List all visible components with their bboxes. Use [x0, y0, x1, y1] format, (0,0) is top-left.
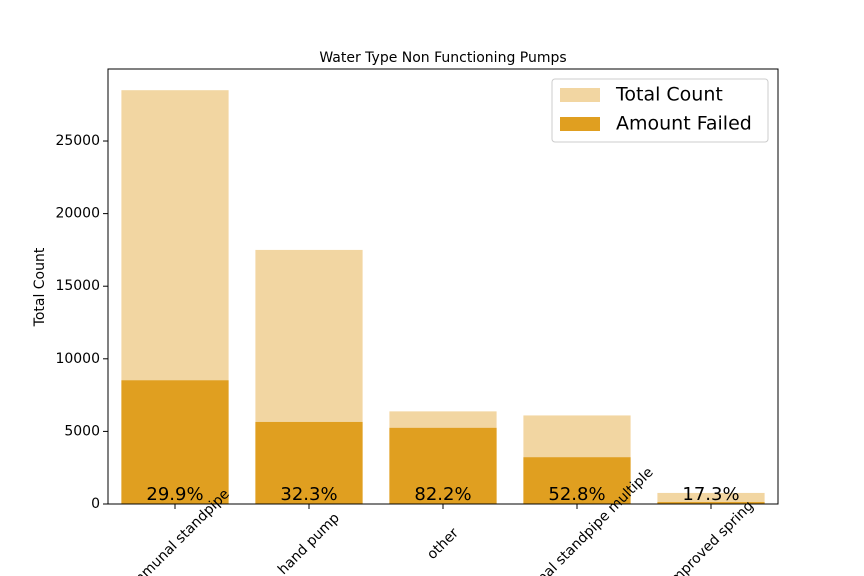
bar — [389, 427, 497, 504]
percent-label: 52.8% — [548, 484, 605, 505]
y-tick-label: 25000 — [55, 133, 100, 149]
x-tick-label: other — [424, 525, 462, 563]
legend-swatch — [560, 88, 600, 102]
legend-swatch — [560, 117, 600, 131]
y-tick-label: 5000 — [64, 423, 100, 439]
legend-label: Amount Failed — [616, 113, 752, 135]
plot-frame — [107, 68, 779, 505]
percent-label: 17.3% — [682, 484, 739, 505]
percent-label: 82.2% — [414, 484, 471, 505]
y-tick-label: 0 — [91, 496, 100, 512]
percent-label: 32.3% — [280, 484, 337, 505]
x-tick-label: hand pump — [275, 510, 343, 576]
y-tick-label: 10000 — [55, 351, 100, 367]
legend-label: Total Count — [615, 84, 723, 106]
bar — [121, 380, 229, 504]
bar — [657, 492, 765, 504]
x-tick-label: improved spring — [665, 498, 757, 576]
y-tick-label: 20000 — [55, 206, 100, 222]
bar — [523, 457, 631, 504]
bar — [255, 421, 363, 504]
percent-label: 29.9% — [146, 484, 203, 505]
y-tick-label: 15000 — [55, 278, 100, 294]
chart-title: Water Type Non Functioning Pumps — [319, 50, 566, 66]
legend-box — [551, 78, 769, 143]
bar — [657, 502, 765, 504]
y-axis-label: Total Count — [32, 247, 48, 327]
